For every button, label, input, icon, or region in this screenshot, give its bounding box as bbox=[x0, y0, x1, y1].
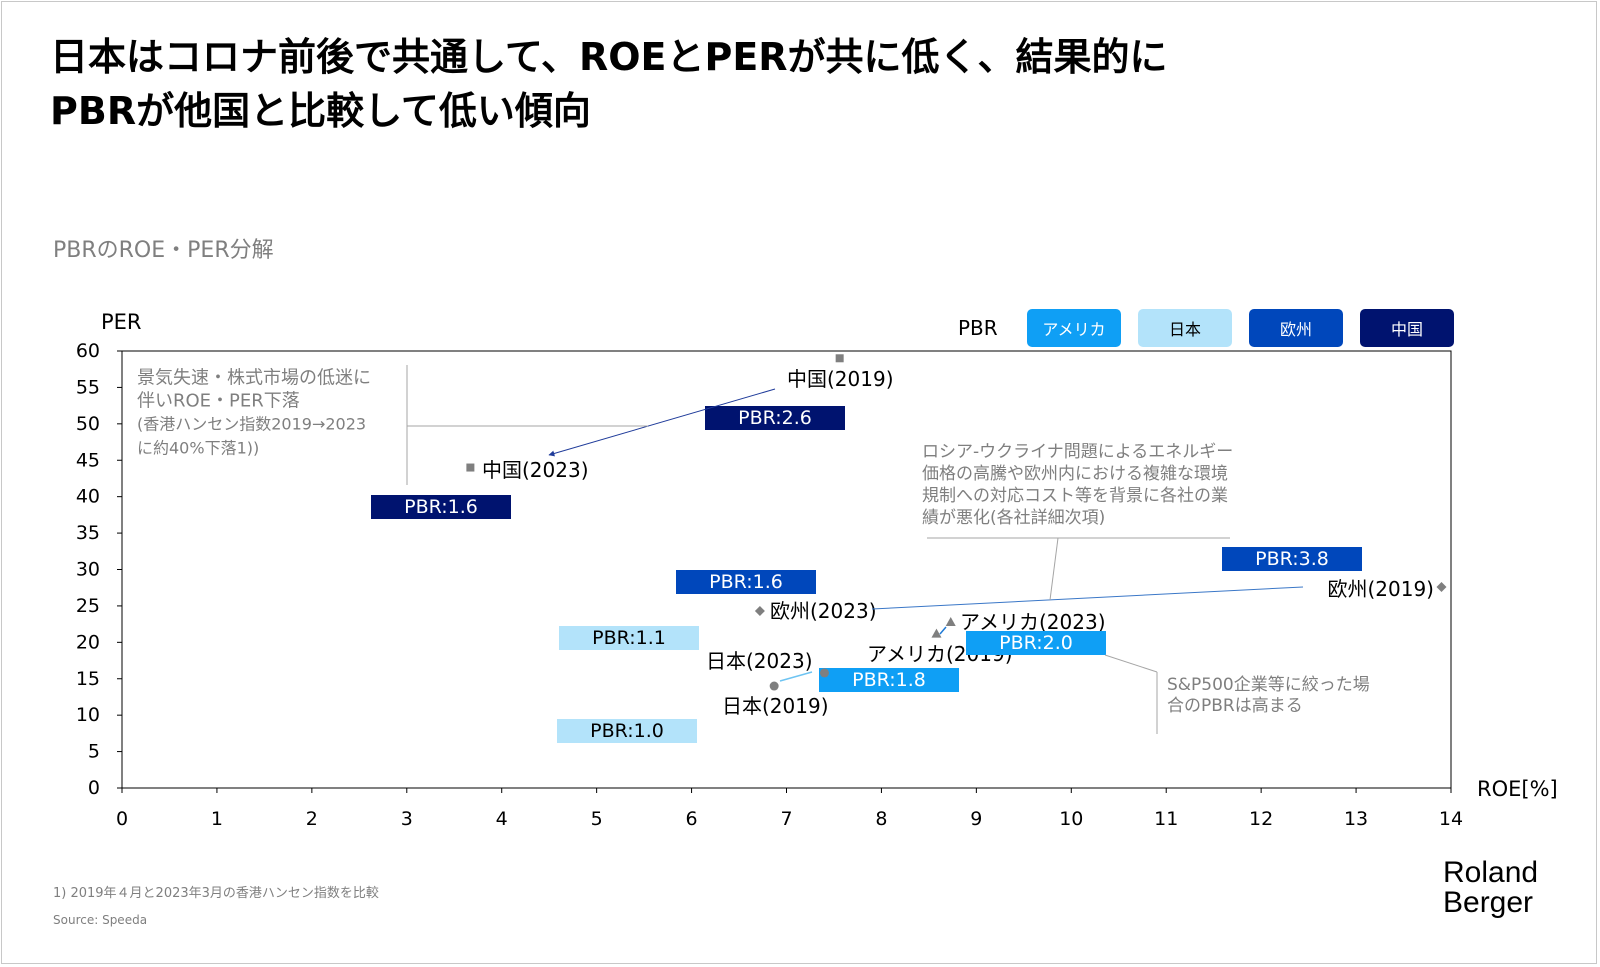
pbr-label: PBR:1.6 bbox=[709, 571, 783, 593]
pbr-label: PBR:3.8 bbox=[1255, 548, 1329, 570]
annotation-china-line: 景気失速・株式市場の低迷に bbox=[137, 368, 371, 389]
title-line-2: PBRが他国と比較して低い傾向 bbox=[50, 89, 591, 133]
pbr-box bbox=[1222, 547, 1362, 571]
legend-title: PBR bbox=[958, 316, 998, 340]
arrow-usa bbox=[939, 626, 947, 635]
annotation-europe-leader bbox=[1049, 537, 1059, 601]
pbr-label: PBR:2.0 bbox=[999, 632, 1073, 654]
y-axis-label: PER bbox=[101, 310, 142, 334]
source-note: Source: Speeda bbox=[53, 913, 148, 927]
data-point-label: 中国(2023) bbox=[482, 458, 589, 482]
x-tick-label: 3 bbox=[401, 808, 413, 830]
data-point-usa bbox=[945, 616, 956, 626]
pbr-box bbox=[966, 631, 1106, 655]
y-tick-label: 30 bbox=[76, 559, 100, 581]
pbr-box bbox=[676, 570, 816, 594]
logo-line-1: Roland bbox=[1443, 856, 1539, 889]
data-point-usa bbox=[931, 628, 942, 638]
y-tick-label: 45 bbox=[76, 449, 100, 471]
pbr-label: PBR:1.0 bbox=[590, 720, 664, 742]
legend-item-china: 中国 bbox=[1360, 309, 1454, 347]
y-tick-label: 40 bbox=[76, 486, 100, 508]
footnote: 1) 2019年４月と2023年3月の香港ハンセン指数を比較 bbox=[53, 886, 379, 901]
data-point-label: 日本(2023) bbox=[706, 649, 813, 673]
annotation-usa-line: S&P500企業等に絞った場 bbox=[1167, 675, 1370, 695]
pbr-box bbox=[371, 495, 511, 519]
x-tick-label: 8 bbox=[875, 808, 887, 830]
legend-item-usa: アメリカ bbox=[1027, 309, 1121, 347]
arrow-japan bbox=[779, 671, 813, 682]
data-point-label: 欧州(2023) bbox=[770, 599, 877, 623]
annotation-europe-line: 績が悪化(各社詳細次項) bbox=[922, 508, 1105, 528]
y-tick-label: 50 bbox=[76, 413, 100, 435]
x-tick-label: 10 bbox=[1059, 808, 1083, 830]
x-tick-label: 7 bbox=[780, 808, 792, 830]
annotation-europe-line: 規制への対応コスト等を背景に各社の業 bbox=[922, 486, 1228, 506]
y-tick-label: 0 bbox=[88, 777, 100, 799]
annotation-usa-leader bbox=[1104, 654, 1158, 673]
x-tick-label: 11 bbox=[1154, 808, 1178, 830]
x-tick-label: 13 bbox=[1344, 808, 1368, 830]
x-tick-label: 0 bbox=[116, 808, 128, 830]
annotation-china-line: に約40%下落1)) bbox=[137, 439, 259, 458]
y-tick-label: 60 bbox=[76, 340, 100, 362]
data-point-japan bbox=[769, 681, 779, 691]
pbr-box bbox=[559, 626, 699, 650]
data-point-europe bbox=[754, 606, 765, 617]
data-point-china bbox=[835, 354, 844, 363]
legend-item-europe: 欧州 bbox=[1249, 309, 1343, 347]
y-tick-label: 55 bbox=[76, 376, 100, 398]
logo-line-2: Berger bbox=[1443, 886, 1534, 919]
data-point-japan bbox=[819, 668, 829, 678]
pbr-box bbox=[705, 406, 845, 430]
legend-item-japan: 日本 bbox=[1138, 309, 1232, 347]
x-tick-label: 4 bbox=[496, 808, 508, 830]
data-point-label: 欧州(2019) bbox=[1327, 577, 1434, 601]
annotation-europe-line: 価格の高騰や欧州内における複雑な環境 bbox=[922, 464, 1228, 484]
annotation-europe-line: ロシア-ウクライナ問題によるエネルギー bbox=[922, 442, 1233, 462]
x-tick-label: 1 bbox=[211, 808, 223, 830]
y-tick-label: 20 bbox=[76, 631, 100, 653]
x-tick-label: 6 bbox=[686, 808, 698, 830]
y-tick-label: 25 bbox=[76, 595, 100, 617]
annotation-china-line: (香港ハンセン指数2019→2023 bbox=[137, 415, 366, 434]
slide-title: 日本はコロナ前後で共通して、ROEとPERが共に低く、結果的に PBRが他国と比… bbox=[50, 30, 1168, 138]
title-line-1: 日本はコロナ前後で共通して、ROEとPERが共に低く、結果的に bbox=[50, 35, 1168, 79]
x-tick-label: 12 bbox=[1249, 808, 1273, 830]
arrow-china bbox=[548, 388, 776, 457]
y-tick-label: 5 bbox=[88, 741, 100, 763]
arrow-europe bbox=[871, 586, 1304, 610]
y-tick-label: 15 bbox=[76, 668, 100, 690]
x-axis-label: ROE[%] bbox=[1477, 777, 1558, 801]
roland-berger-logo: Roland Berger bbox=[1443, 858, 1538, 918]
x-tick-label: 5 bbox=[591, 808, 603, 830]
data-point-china bbox=[466, 463, 475, 472]
annotation-usa-line: 合のPBRは高まる bbox=[1167, 696, 1303, 716]
data-point-label: 中国(2019) bbox=[787, 367, 894, 391]
y-tick-label: 10 bbox=[76, 704, 100, 726]
x-tick-label: 9 bbox=[970, 808, 982, 830]
data-point-label: 日本(2019) bbox=[722, 694, 829, 718]
chart-subtitle: PBRのROE・PER分解 bbox=[53, 238, 274, 263]
x-tick-label: 2 bbox=[306, 808, 318, 830]
x-tick-label: 14 bbox=[1439, 808, 1463, 830]
pbr-box bbox=[557, 719, 697, 743]
pbr-label: PBR:1.6 bbox=[404, 496, 478, 518]
annotation-china-line: 伴いROE・PER下落 bbox=[137, 391, 300, 412]
y-tick-label: 35 bbox=[76, 522, 100, 544]
data-point-europe bbox=[1436, 581, 1447, 592]
pbr-box bbox=[819, 668, 959, 692]
pbr-label: PBR:1.8 bbox=[852, 669, 926, 691]
pbr-label: PBR:1.1 bbox=[592, 627, 666, 649]
data-point-label: アメリカ(2023) bbox=[960, 610, 1106, 634]
pbr-label: PBR:2.6 bbox=[738, 407, 812, 429]
